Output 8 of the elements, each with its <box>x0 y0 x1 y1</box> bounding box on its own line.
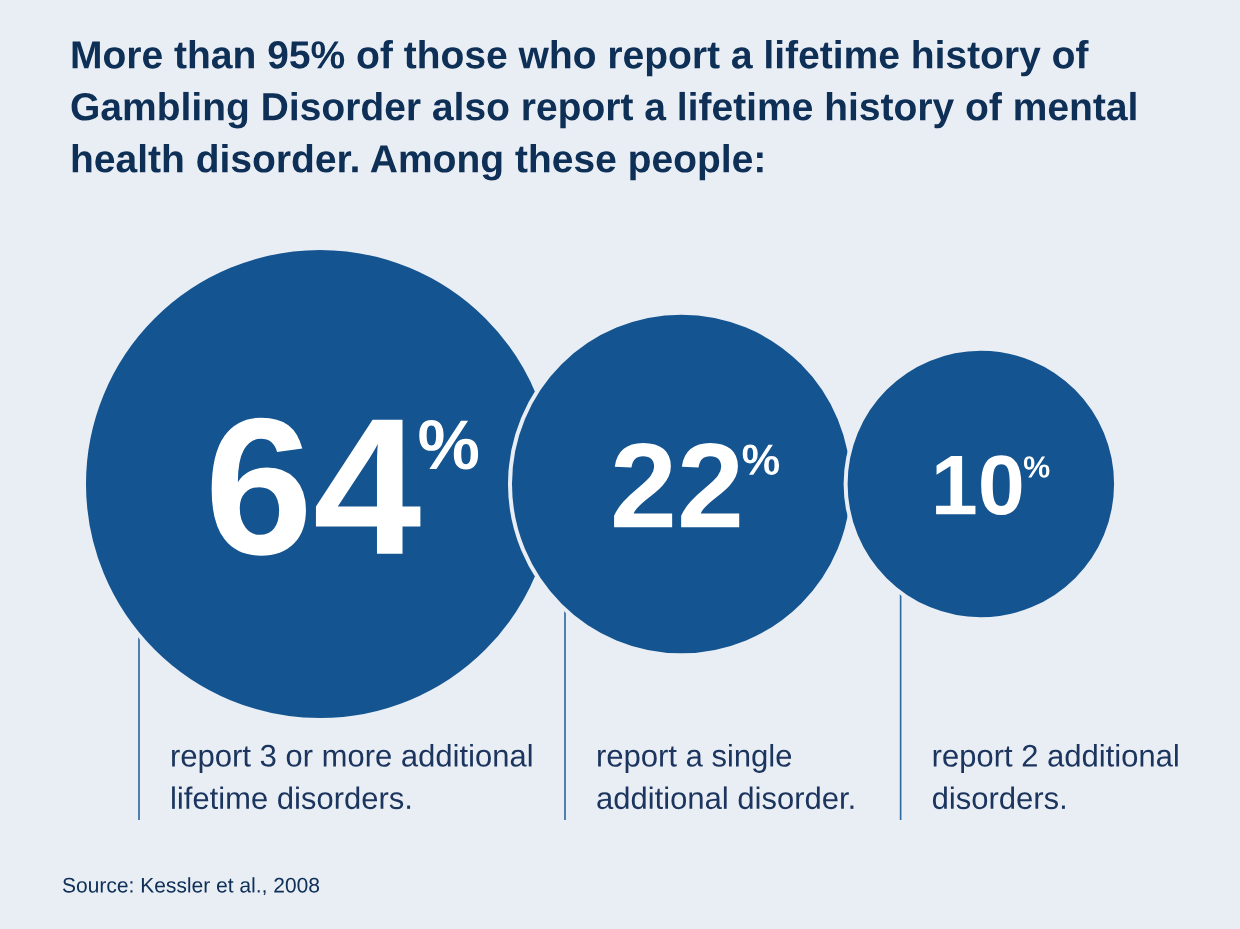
category-label: report 2 additional disorders. <box>932 744 1178 810</box>
category-label: report a single additional disorder. <box>597 744 854 810</box>
data-label: 64% <box>211 417 479 556</box>
text: More than 95% of those who report a lifetime history of Gambling Disorder also report a lifetime history of mental health disorder. Among these people: <box>71 40 1136 181</box>
data-label: 22% <box>614 442 780 528</box>
source-note: Source: Kessler et al., 2008 <box>62 877 320 896</box>
data-label: 10% <box>936 455 1050 516</box>
category-label: report 3 or more additional lifetime disorders. <box>172 744 532 810</box>
